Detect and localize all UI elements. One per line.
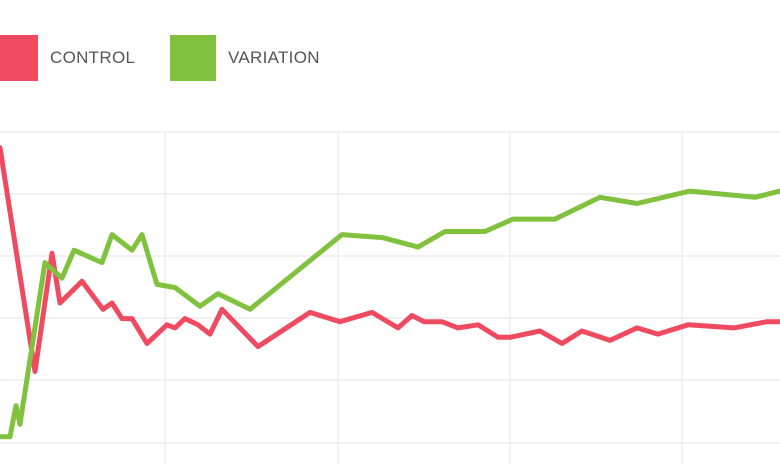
legend-label-control: CONTROL: [50, 48, 136, 67]
grid: [0, 131, 780, 464]
legend-label-variation: VARIATION: [228, 48, 320, 67]
series-lines: [0, 145, 780, 440]
chart-legend: CONTROL VARIATION: [0, 35, 780, 81]
series-line-variation: [0, 188, 780, 440]
legend-swatch-variation: [170, 35, 216, 81]
series-line-control: [0, 145, 780, 374]
legend-swatch-control: [0, 35, 38, 81]
